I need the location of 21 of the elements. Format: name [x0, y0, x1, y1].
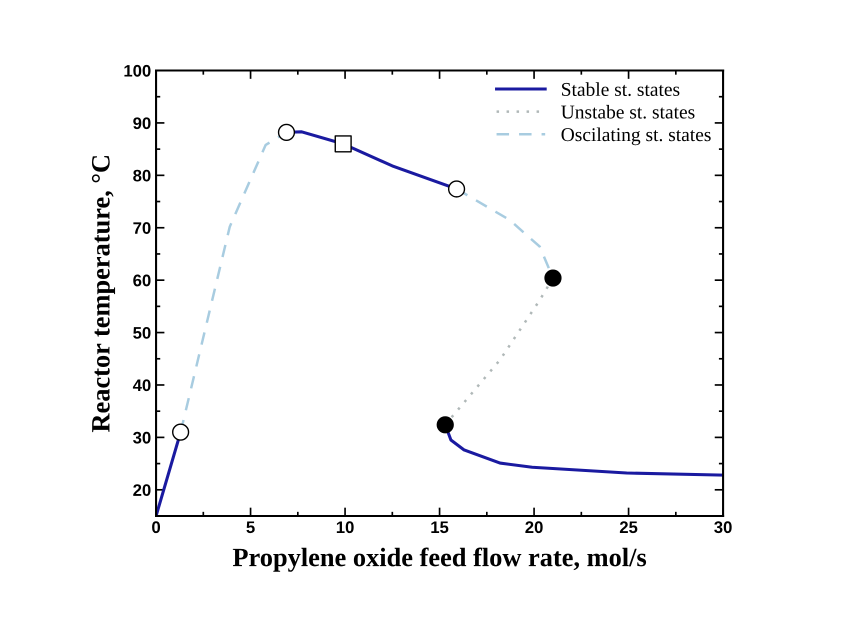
- x-axis-title: Propylene oxide feed flow rate, mol/s: [232, 548, 646, 572]
- x-tick-label: 10: [336, 521, 354, 534]
- y-tick-label: 80: [133, 170, 151, 182]
- legend-label: Stable st. states: [562, 82, 680, 96]
- legend-label: Unstabe st. states: [561, 104, 694, 119]
- x-tick-label: 25: [620, 521, 638, 534]
- x-tick-label: 15: [431, 521, 448, 534]
- y-tick-label: 50: [133, 326, 151, 339]
- y-tick-label: 100: [124, 64, 151, 77]
- x-tick-label: 0: [152, 521, 160, 534]
- y-tick-label: 20: [133, 484, 151, 496]
- x-tick-label: 5: [246, 521, 255, 534]
- legend-label: Oscilating st. states: [562, 128, 711, 146]
- y-tick-label: 60: [133, 274, 151, 286]
- y-tick-label: 40: [132, 379, 151, 392]
- y-tick-label: 70: [133, 222, 151, 234]
- y-axis-title: Reactor temperature, °C: [92, 156, 116, 432]
- y-tick-label: 30: [133, 432, 151, 444]
- x-tick-label: 30: [714, 521, 732, 534]
- y-tick-label: 90: [133, 117, 151, 130]
- x-tick-label: 20: [525, 521, 543, 534]
